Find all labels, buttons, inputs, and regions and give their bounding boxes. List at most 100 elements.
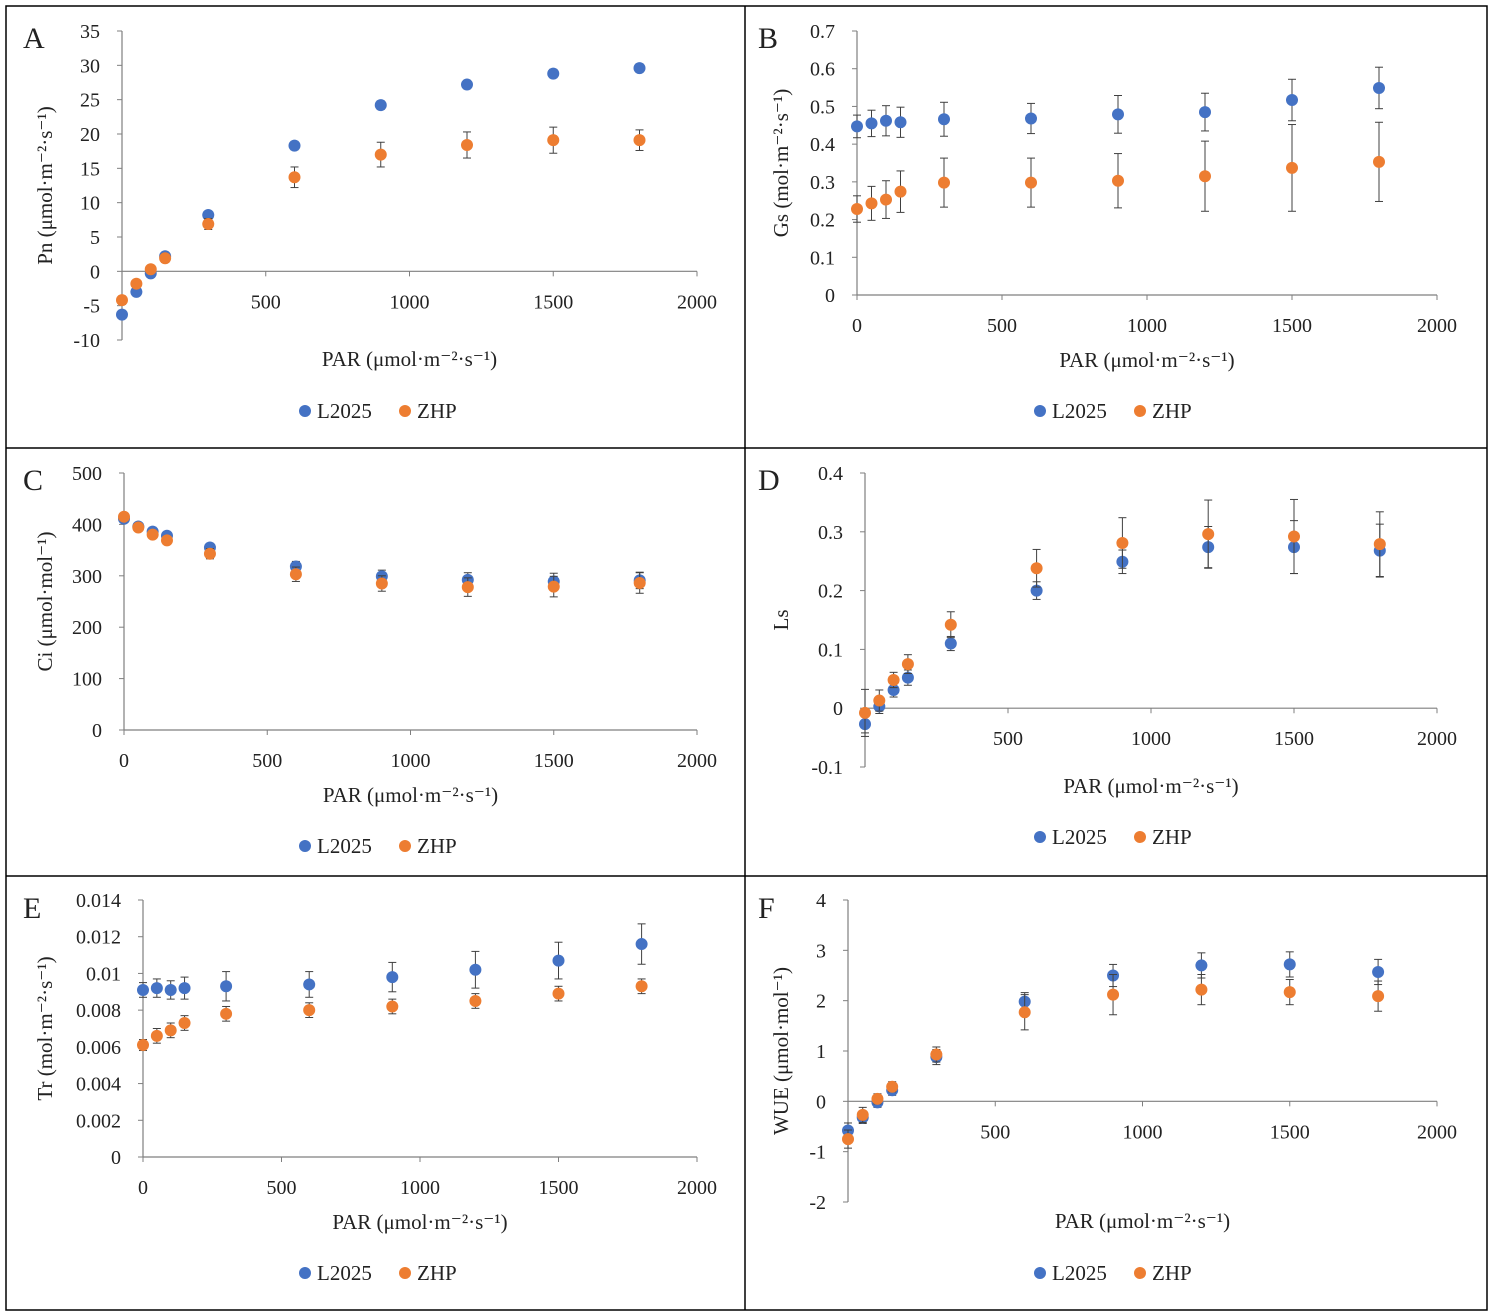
- data-point-zhp: [1030, 562, 1043, 575]
- y-tick-label: 400: [72, 514, 102, 536]
- data-point-zhp: [116, 294, 128, 307]
- data-point-l2025: [1372, 965, 1385, 978]
- y-tick-label: -2: [809, 1192, 826, 1214]
- x-axis-title: PAR (μmol·m⁻²·s⁻¹): [323, 783, 498, 807]
- y-tick-label: 0.01: [86, 963, 121, 985]
- data-point-zhp: [1025, 176, 1037, 189]
- data-point-l2025: [288, 139, 301, 152]
- panel-f: F -2 -1 0 1 2 3 4 500 1000 1500 2000 PAR (μmol·m⁻²·s…: [758, 890, 1457, 1285]
- x-tick-label: 1000: [391, 750, 431, 772]
- legend-marker-zhp: [399, 1267, 411, 1279]
- y-tick-label: 0.006: [76, 1037, 121, 1059]
- y-tick-label: 0.5: [810, 96, 835, 118]
- data-point-zhp: [303, 1004, 316, 1017]
- x-tick-label: 2000: [1417, 728, 1457, 750]
- y-tick-label: 25: [80, 90, 100, 112]
- data-point-l2025: [116, 308, 128, 321]
- x-tick-label: 1500: [539, 1177, 579, 1199]
- data-point-zhp: [130, 277, 143, 290]
- y-axis-title: Gs (mol·m⁻²·s⁻¹): [769, 89, 793, 238]
- x-tick-label: 500: [252, 750, 282, 772]
- x-tick-label: 2000: [677, 291, 717, 313]
- y-tick-label: 0.014: [76, 890, 121, 912]
- panel-grid: [5, 5, 1488, 1311]
- y-tick-label: 20: [80, 124, 100, 146]
- series-l2025: [851, 66, 1385, 139]
- x-tick-label: 1500: [1272, 315, 1312, 337]
- y-tick-label: 3: [816, 940, 826, 962]
- data-point-l2025: [635, 938, 648, 951]
- y-tick-label: -1: [809, 1142, 826, 1164]
- data-point-zhp: [150, 1029, 163, 1042]
- y-axis-title: Ci (μmol·mol⁻¹): [33, 531, 57, 671]
- legend-marker-l2025: [1034, 405, 1046, 417]
- x-tick-label: 0: [119, 750, 129, 772]
- x-tick-label: 500: [980, 1121, 1010, 1143]
- legend-marker-l2025: [299, 405, 311, 417]
- data-point-zhp: [1116, 536, 1129, 549]
- panel-label-b: B: [758, 22, 778, 55]
- legend: L2025 ZHP: [299, 399, 457, 423]
- data-point-l2025: [130, 285, 143, 298]
- data-point-zhp: [873, 694, 886, 707]
- data-point-l2025: [547, 67, 560, 80]
- data-point-l2025: [552, 954, 565, 967]
- y-axis-title: Pn (μmol·m⁻²·s⁻¹): [33, 106, 57, 265]
- x-tick-label: 1500: [1274, 728, 1314, 750]
- data-point-l2025: [894, 116, 907, 129]
- y-axis-title: Tr (mol·m⁻²·s⁻¹): [33, 956, 57, 1100]
- x-tick-label: 500: [267, 1177, 297, 1199]
- data-point-zhp: [220, 1007, 233, 1020]
- data-point-zhp: [865, 197, 878, 210]
- x-axis-title: PAR (μmol·m⁻²·s⁻¹): [332, 1210, 507, 1234]
- series-zhp: [118, 510, 646, 598]
- data-point-zhp: [164, 1024, 177, 1037]
- data-point-zhp: [633, 576, 646, 589]
- x-tick-label: 500: [993, 728, 1023, 750]
- y-tick-label: 500: [72, 463, 102, 485]
- data-point-zhp: [202, 217, 215, 230]
- x-tick-label: 0: [852, 315, 862, 337]
- panel-b: B 0 0.1 0.2 0.3 0.4 0.5 0.6 0.7 0 500 1000 1500 2000 P…: [758, 21, 1457, 423]
- data-point-zhp: [374, 148, 387, 161]
- y-tick-label: 0.3: [818, 522, 843, 544]
- y-tick-label: 5: [90, 227, 100, 249]
- legend-label-l2025: L2025: [317, 399, 372, 423]
- data-point-zhp: [1373, 155, 1385, 168]
- legend-label-zhp: ZHP: [1152, 1261, 1192, 1285]
- legend-label-zhp: ZHP: [417, 399, 457, 423]
- legend-marker-l2025: [299, 1267, 311, 1279]
- data-point-zhp: [1195, 983, 1208, 996]
- y-tick-label: 0.1: [818, 639, 843, 661]
- legend: L2025 ZHP: [1034, 399, 1192, 423]
- x-tick-label: 2000: [677, 1177, 717, 1199]
- y-tick-label: 30: [80, 55, 100, 77]
- data-point-l2025: [303, 978, 316, 991]
- legend-label-zhp: ZHP: [417, 834, 457, 858]
- data-point-l2025: [1373, 81, 1385, 94]
- data-point-l2025: [944, 637, 957, 650]
- y-tick-label: 300: [72, 566, 102, 588]
- legend-marker-l2025: [1034, 1267, 1046, 1279]
- data-point-zhp: [1018, 1006, 1031, 1019]
- data-point-zhp: [178, 1016, 191, 1029]
- legend-label-zhp: ZHP: [417, 1261, 457, 1285]
- data-point-zhp: [1283, 986, 1296, 999]
- data-point-l2025: [374, 99, 387, 112]
- panel-label-c: C: [23, 464, 43, 497]
- data-point-zhp: [159, 252, 172, 265]
- y-tick-label: 0.7: [810, 21, 835, 43]
- data-point-zhp: [146, 528, 159, 541]
- data-point-l2025: [386, 971, 399, 984]
- data-point-zhp: [289, 568, 302, 581]
- legend-label-zhp: ZHP: [1152, 825, 1192, 849]
- data-point-zhp: [1372, 990, 1385, 1003]
- data-point-zhp: [469, 994, 482, 1007]
- data-point-zhp: [1199, 170, 1211, 183]
- y-tick-label: 0.4: [818, 463, 843, 485]
- y-tick-label: 0.3: [810, 172, 835, 194]
- y-tick-label: 0.008: [76, 1000, 121, 1022]
- series-l2025: [116, 62, 646, 321]
- data-point-zhp: [375, 577, 388, 590]
- y-tick-label: 0: [816, 1091, 826, 1113]
